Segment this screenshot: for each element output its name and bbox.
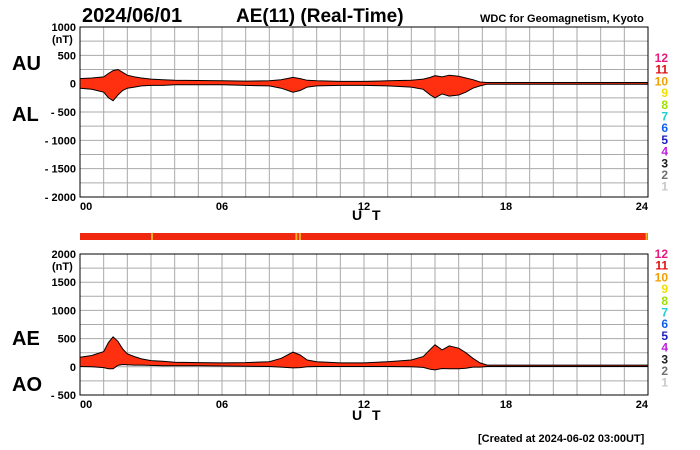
x-axis-label: U T xyxy=(352,207,384,223)
unit-label: (nT) xyxy=(52,261,73,273)
band-marker xyxy=(151,233,153,240)
au-line xyxy=(79,68,648,83)
au-label: AU xyxy=(12,53,41,75)
legend-entry: 8 xyxy=(661,294,668,308)
legend-entry: 3 xyxy=(661,156,668,170)
legend-entry: 3 xyxy=(661,352,668,366)
legend-entry: 10 xyxy=(655,74,669,88)
legend-entry: 9 xyxy=(661,282,668,296)
legend-entry: 1 xyxy=(661,376,668,390)
band-bar xyxy=(80,233,648,240)
grid xyxy=(79,26,649,198)
y-tick-label: 1000 xyxy=(52,305,76,317)
y-tick-label: - 500 xyxy=(51,390,76,402)
legend-entry: 2 xyxy=(661,168,668,182)
au-al-ticks: 00 06 12 18 24 1000 500 0 - 500 - 1000 - 1500 - 200… xyxy=(45,22,649,213)
created-timestamp: [Created at 2024-06-02 03:00UT] xyxy=(478,433,645,445)
plot-frame xyxy=(79,26,649,198)
ae-line xyxy=(79,336,648,366)
al-line xyxy=(79,83,648,102)
y-tick-label: 0 xyxy=(70,79,76,91)
x-tick-label: 24 xyxy=(636,201,649,213)
chart-title: AE(11) (Real-Time) xyxy=(236,6,404,27)
y-tick-label: 0 xyxy=(70,362,76,374)
ao-line xyxy=(79,363,648,371)
ao-label: AO xyxy=(12,374,42,396)
legend-entry: 2 xyxy=(661,364,668,378)
legend-entry: 9 xyxy=(661,86,668,100)
legend-entry: 12 xyxy=(655,51,669,65)
x-tick-label: 18 xyxy=(500,201,512,213)
legend-entry: 6 xyxy=(661,121,668,135)
y-tick-label: - 1000 xyxy=(45,135,76,147)
x-tick-label: 06 xyxy=(216,399,228,411)
source-label: WDC for Geomagnetism, Kyoto xyxy=(480,13,644,25)
plot-frame xyxy=(79,253,649,396)
y-tick-label: 1500 xyxy=(52,277,76,289)
x-tick-label: 18 xyxy=(500,399,512,411)
band-marker xyxy=(645,233,648,240)
y-tick-label: 1000 xyxy=(52,22,76,34)
y-tick-label: - 1500 xyxy=(45,164,76,176)
legend-entry: 1 xyxy=(661,180,668,194)
station-count-band xyxy=(80,233,648,240)
legend-entry: 5 xyxy=(661,133,668,147)
x-axis-label: U T xyxy=(352,407,384,423)
ae-ao-ticks: 00 06 12 18 24 2000 1500 1000 500 0 - 500 xyxy=(51,249,649,411)
y-tick-label: 500 xyxy=(58,50,76,62)
legend-entry: 11 xyxy=(655,259,668,273)
legend-entry: 7 xyxy=(661,306,668,320)
y-tick-label: - 2000 xyxy=(45,192,76,204)
band-marker xyxy=(295,233,298,240)
legend-entry: 6 xyxy=(661,317,668,331)
x-tick-label: 06 xyxy=(216,201,228,213)
legend-entry: 8 xyxy=(661,98,668,112)
x-tick-label: 12 xyxy=(358,201,370,213)
band-marker xyxy=(298,233,301,240)
legend-entry: 5 xyxy=(661,329,668,343)
unit-label: (nT) xyxy=(52,34,73,46)
y-tick-label: 500 xyxy=(58,334,76,346)
grid xyxy=(79,253,649,396)
ae-label: AE xyxy=(12,328,40,350)
y-tick-label: 2000 xyxy=(52,249,76,261)
y-tick-label: - 500 xyxy=(51,107,76,119)
legend-entry: 4 xyxy=(661,145,668,159)
x-tick-label: 00 xyxy=(80,399,92,411)
legend-entry: 12 xyxy=(655,247,669,261)
legend-entry: 10 xyxy=(655,270,669,284)
date-label: 2024/06/01 xyxy=(82,5,182,27)
x-tick-label: 00 xyxy=(80,201,92,213)
legend-entry: 7 xyxy=(661,110,668,124)
legend-entry: 11 xyxy=(655,63,668,77)
x-tick-label: 24 xyxy=(636,399,649,411)
x-tick-label: 12 xyxy=(358,399,370,411)
legend-entry: 4 xyxy=(661,341,668,355)
al-label: AL xyxy=(12,104,39,126)
